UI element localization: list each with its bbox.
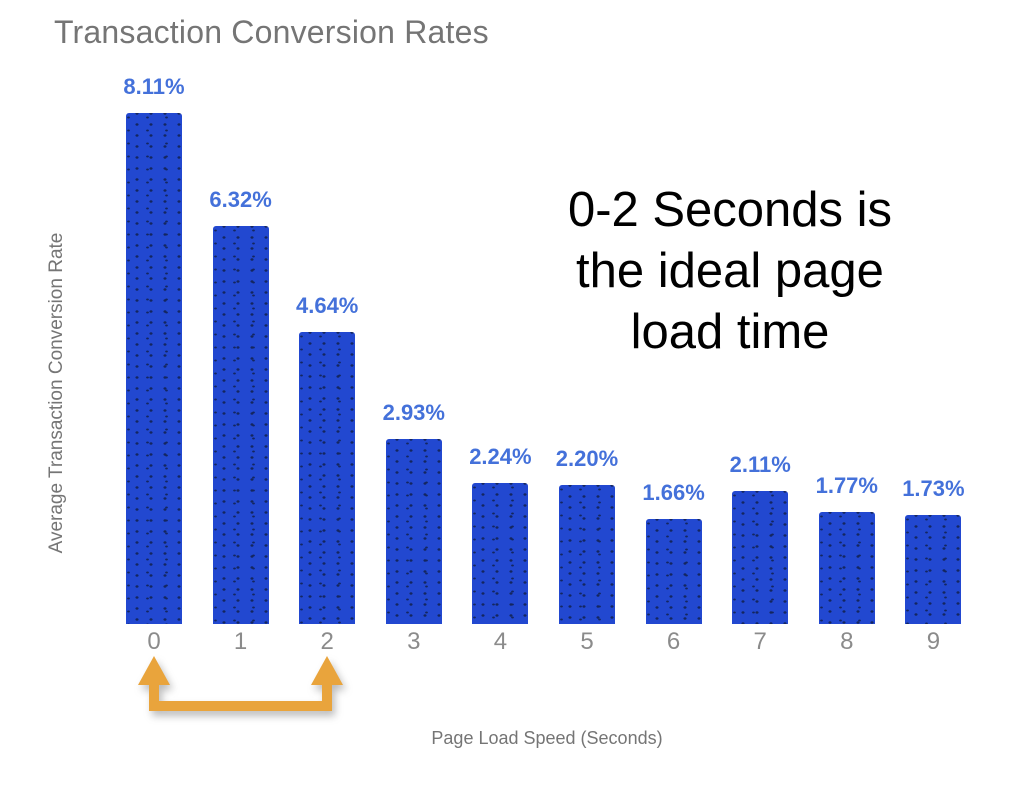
bar <box>732 491 789 624</box>
x-tick-label: 6 <box>666 628 681 655</box>
x-tick-label: 3 <box>407 628 421 655</box>
bar <box>126 113 182 624</box>
bar-value-label: 2.24% <box>469 444 532 469</box>
annotation-text: 0-2 Seconds is the ideal page load time <box>568 180 892 363</box>
bar-value-label: 1.73% <box>902 476 965 501</box>
chart-title: Transaction Conversion Rates <box>54 14 489 50</box>
bar-value-label: 2.93% <box>382 400 445 425</box>
bar <box>645 519 702 624</box>
x-tick-label: 9 <box>926 628 941 655</box>
x-tick-label: 4 <box>493 628 508 655</box>
x-tick-label: 8 <box>840 628 854 655</box>
bar <box>905 515 962 624</box>
x-tick-label: 7 <box>753 628 767 655</box>
annotation-line-1: 0-2 Seconds is <box>567 183 893 237</box>
bar-value-label: 2.20% <box>555 446 619 471</box>
bar <box>818 512 875 624</box>
x-axis-title: Page Load Speed (Seconds) <box>431 728 663 748</box>
bar-value-label: 4.64% <box>295 293 359 318</box>
annotation-line-3: load time <box>630 305 830 359</box>
bar-value-label: 1.66% <box>642 480 705 505</box>
annotation-line-2: the ideal page <box>576 244 884 298</box>
bar-value-label: 8.11% <box>123 74 185 99</box>
bar <box>385 439 442 624</box>
bar-value-label: 2.11% <box>729 452 791 477</box>
plot-area: 8.11% 6.32% 4.64% 2.93% 2.24% 2.20% 1.66% 2.11%… <box>123 74 965 624</box>
x-tick-label: 1 <box>233 628 248 655</box>
y-axis-title: Average Transaction Conversion Rate <box>46 232 67 554</box>
x-tick-label: 2 <box>320 628 334 655</box>
bar <box>212 226 269 624</box>
x-tick-label: 0 <box>147 628 161 655</box>
ideal-range-arrow-icon <box>138 656 343 711</box>
x-tick-label: 5 <box>580 628 594 655</box>
bar <box>299 332 356 624</box>
bar <box>472 483 529 624</box>
bar-value-label: 1.77% <box>815 473 878 498</box>
double-up-arrow-shape <box>138 656 343 711</box>
bar <box>559 485 615 624</box>
bar-value-label: 6.32% <box>209 187 272 212</box>
